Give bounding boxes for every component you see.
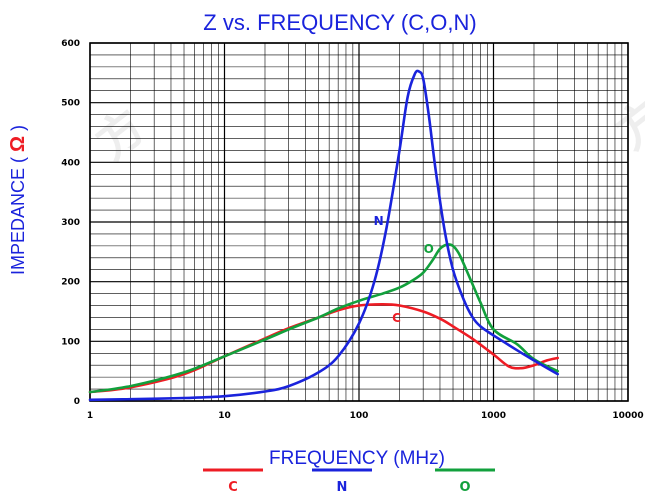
y-axis-paren-open: (: [8, 152, 28, 168]
annotations: N O C: [374, 214, 434, 325]
x-tick-label: 1: [87, 411, 93, 421]
y-tick-label: 200: [61, 278, 80, 288]
x-axis-title: FREQUENCY (MHz): [269, 448, 445, 469]
tick-labels: 0 100 200 300 400 500 600 1 10 100 1000 10000: [61, 39, 643, 421]
y-tick-label: 500: [61, 99, 80, 109]
curve-label-o: O: [424, 242, 434, 256]
y-axis-label: IMPEDANCE ( Ω ): [7, 125, 29, 275]
plot-area: [88, 69, 559, 402]
y-axis-title: IMPEDANCE ( Ω ): [7, 125, 29, 275]
y-axis-title-text: IMPEDANCE: [8, 168, 28, 275]
x-tick-label: 10: [218, 411, 231, 421]
y-tick-label: 400: [61, 158, 80, 168]
x-tick-label: 10000: [612, 411, 643, 421]
y-tick-label: 600: [61, 39, 80, 49]
series-line-n: [88, 69, 559, 402]
y-tick-label: 100: [61, 337, 80, 347]
grid: [89, 42, 629, 402]
y-tick-label: 0: [74, 397, 80, 407]
y-axis-paren-close: ): [8, 125, 28, 136]
x-tick-label: 100: [350, 411, 369, 421]
chart-title: Z vs. FREQUENCY (C,O,N): [203, 10, 476, 35]
x-tick-label: 1000: [481, 411, 506, 421]
y-tick-label: 300: [61, 218, 80, 228]
curve-label-n: N: [374, 214, 384, 228]
series-line-o: [88, 243, 559, 394]
legend-label-n: N: [337, 480, 348, 495]
curve-label-c: C: [392, 311, 401, 325]
legend-label-c: C: [228, 480, 238, 495]
plot-border: [89, 42, 629, 402]
legend-label-o: O: [459, 480, 470, 495]
y-axis-unit: Ω: [7, 136, 29, 152]
